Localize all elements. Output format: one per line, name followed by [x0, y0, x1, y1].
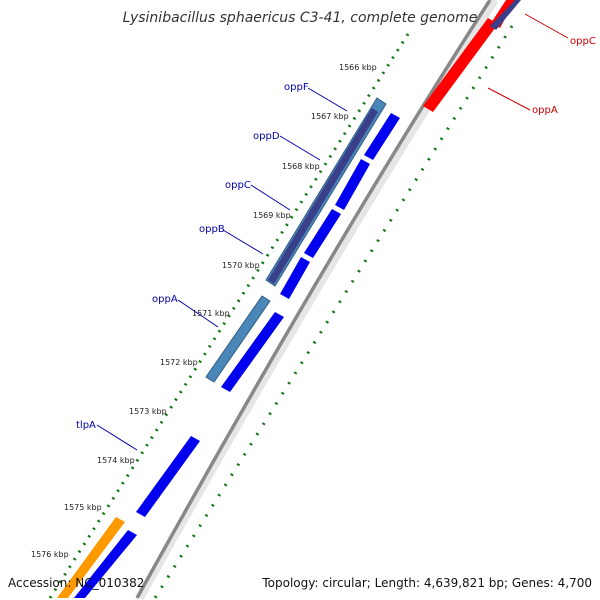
gene-label-oppA[interactable]: oppA [152, 294, 178, 305]
tick-1574: 1574 kbp [97, 456, 135, 465]
cds-dark-upper[interactable] [490, 0, 521, 30]
feature-opp-operon-forward [205, 97, 387, 383]
gene-label-oppA-red[interactable]: oppA [532, 105, 558, 116]
cds-rev-7[interactable] [74, 530, 137, 598]
gene-label-leaders [96, 87, 348, 451]
gene-label-tlpA[interactable]: tlpA [76, 420, 96, 431]
tick-1569: 1569 kbp [253, 211, 291, 220]
cds-rev-3[interactable] [304, 209, 341, 258]
cds-rev-6[interactable] [136, 436, 200, 517]
gc-skew-inner-track [153, 25, 514, 599]
topology-text: Topology: circular; Length: 4,639,821 bp… [261, 576, 592, 590]
feature-reverse-cds-set [74, 113, 400, 598]
gene-label-oppC[interactable]: oppC [225, 180, 251, 191]
tick-1571: 1571 kbp [192, 309, 230, 318]
gene-label-oppC-red[interactable]: oppC [570, 36, 596, 47]
cds-oppA-forward[interactable] [205, 295, 271, 383]
cds-rev-1[interactable] [364, 113, 400, 160]
tick-1575: 1575 kbp [64, 503, 102, 512]
cds-oppA-red[interactable] [423, 18, 498, 112]
tick-1566: 1566 kbp [339, 63, 377, 72]
backbone-line [135, 0, 492, 599]
cds-oppD-forward[interactable] [268, 108, 378, 284]
tick-1572: 1572 kbp [160, 358, 198, 367]
gc-content-outer-track [48, 33, 410, 599]
gene-label-oppD[interactable]: oppD [253, 131, 280, 142]
tick-1573: 1573 kbp [129, 407, 167, 416]
tick-1570: 1570 kbp [222, 261, 260, 270]
tick-1568: 1568 kbp [282, 162, 320, 171]
tick-1567: 1567 kbp [311, 112, 349, 121]
cds-orange[interactable] [57, 517, 125, 598]
map-title: Lysinibacillus sphaericus C3-41, complet… [123, 10, 478, 26]
accession-text: Accession: NC_010382 [8, 576, 144, 590]
gene-label-oppB[interactable]: oppB [199, 224, 225, 235]
cds-rev-5[interactable] [221, 312, 284, 392]
cds-rev-4[interactable] [280, 257, 310, 299]
tick-1576: 1576 kbp [31, 550, 69, 559]
cds-rev-2[interactable] [335, 159, 370, 210]
red-label-leaders [487, 13, 569, 111]
gene-label-oppF[interactable]: oppF [284, 82, 309, 93]
